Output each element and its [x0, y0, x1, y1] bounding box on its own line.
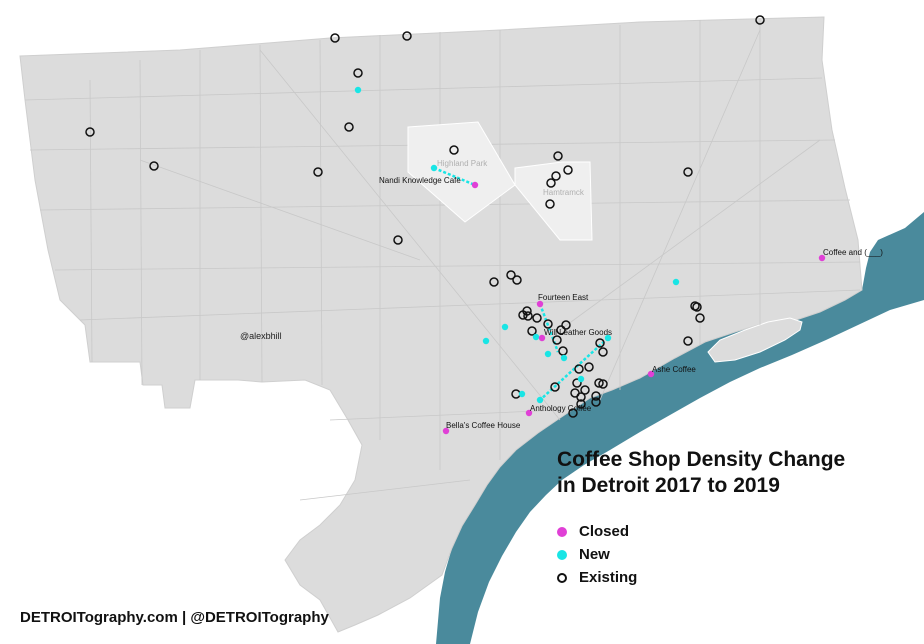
existing-shop-marker — [344, 122, 354, 132]
closed-shop-marker — [525, 409, 533, 417]
existing-shop-marker — [532, 313, 542, 323]
closed-shops — [442, 181, 826, 435]
belle-isle — [707, 317, 803, 363]
highland-park — [407, 121, 516, 223]
existing-shop-marker — [595, 338, 605, 348]
new-shop-marker — [482, 337, 490, 345]
closed-shop-marker — [471, 181, 479, 189]
existing-shop-marker — [552, 335, 562, 345]
existing-shop-marker — [572, 378, 582, 388]
highland-park-label: Highland Park — [437, 159, 488, 168]
new-shop-marker — [354, 86, 362, 94]
existing-shop-marker — [546, 178, 556, 188]
new-shop-marker — [604, 334, 612, 342]
legend-new-label: New — [579, 546, 610, 563]
closed-shop-marker — [538, 334, 546, 342]
closed-swatch-icon — [557, 526, 567, 537]
existing-shop-marker — [598, 347, 608, 357]
existing-shop-marker — [591, 391, 601, 401]
new-swatch-icon — [557, 549, 567, 560]
closed-shop-marker — [536, 300, 544, 308]
city-of-detroit — [19, 16, 863, 633]
existing-shop-marker — [523, 311, 533, 321]
existing-shop-marker — [683, 167, 693, 177]
title-line-2: in Detroit 2017 to 2019 — [557, 474, 780, 497]
existing-shop-marker — [561, 320, 571, 330]
legend-existing-label: Existing — [579, 569, 638, 586]
existing-shop-marker — [313, 167, 323, 177]
label-bellas-coffee-house: Bella's Coffee House — [446, 421, 521, 430]
existing-shop-marker — [576, 399, 586, 409]
existing-swatch-icon — [557, 572, 567, 583]
label-ashe-coffee: Ashe Coffee — [652, 365, 696, 374]
new-shop-marker — [518, 390, 526, 398]
shop-labels: Nandi Knowledge Cafe Fourteen East Will … — [379, 176, 883, 430]
existing-shop-marker — [584, 362, 594, 372]
new-shop-marker — [672, 278, 680, 286]
new-shop-marker — [532, 333, 540, 341]
closed-shop-marker — [647, 370, 655, 378]
existing-shop-marker — [512, 275, 522, 285]
existing-shop-marker — [568, 408, 578, 418]
existing-shop-marker — [580, 385, 590, 395]
legend: Closed New Existing — [557, 520, 637, 589]
label-fourteen-east: Fourteen East — [538, 293, 589, 302]
legend-new: New — [557, 543, 637, 566]
existing-shop-marker — [149, 161, 159, 171]
credit-footer: DETROITography.com | @DETROITography — [20, 609, 329, 626]
existing-shop-marker — [695, 313, 705, 323]
legend-closed-label: Closed — [579, 523, 630, 540]
existing-shop-marker — [518, 310, 528, 320]
existing-shop-marker — [563, 165, 573, 175]
new-shop-marker — [560, 354, 568, 362]
existing-shop-marker — [527, 326, 537, 336]
existing-shop-marker — [755, 15, 765, 25]
map-title: Coffee Shop Density Change in Detroit 20… — [557, 447, 845, 499]
existing-shop-marker — [550, 382, 560, 392]
new-shop-marker — [544, 350, 552, 358]
existing-shop-marker — [598, 379, 608, 389]
existing-shops — [85, 15, 765, 418]
existing-shop-marker — [545, 199, 555, 209]
legend-existing: Existing — [557, 566, 637, 589]
existing-shop-marker — [591, 397, 601, 407]
author-handle: @alexbhill — [240, 331, 282, 341]
existing-shop-marker — [594, 378, 604, 388]
new-shop-marker — [536, 396, 544, 404]
existing-shop-marker — [489, 277, 499, 287]
existing-shop-marker — [683, 336, 693, 346]
existing-shop-marker — [402, 31, 412, 41]
closed-shop-marker — [818, 254, 826, 262]
new-shop-marker — [501, 323, 509, 331]
existing-shop-marker — [543, 319, 553, 329]
existing-shop-marker — [85, 127, 95, 137]
street-grid — [24, 18, 861, 501]
new-shops — [354, 86, 680, 404]
new-shop-marker — [430, 164, 438, 172]
existing-shop-marker — [506, 270, 516, 280]
existing-shop-marker — [553, 151, 563, 161]
label-will-leather-goods: Will Leather Goods — [544, 328, 612, 337]
existing-shop-marker — [330, 33, 340, 43]
hamtramck-label: Hamtramck — [543, 188, 585, 197]
title-line-1: Coffee Shop Density Change — [557, 448, 846, 471]
label-nandi-knowledge-cafe: Nandi Knowledge Cafe — [379, 176, 461, 185]
existing-shop-marker — [449, 145, 459, 155]
existing-shop-marker — [576, 392, 586, 402]
existing-shop-marker — [353, 68, 363, 78]
legend-closed: Closed — [557, 520, 637, 543]
new-shop-marker — [577, 375, 585, 383]
existing-shop-marker — [574, 364, 584, 374]
label-anthology-coffee: Anthology Coffee — [530, 404, 592, 413]
label-coffee-and: Coffee and (___) — [823, 248, 883, 257]
existing-shop-marker — [692, 302, 702, 312]
existing-shop-marker — [551, 171, 561, 181]
existing-shop-marker — [556, 325, 566, 335]
detroit-river — [436, 212, 924, 644]
closed-shop-marker — [442, 427, 450, 435]
existing-shop-marker — [393, 235, 403, 245]
